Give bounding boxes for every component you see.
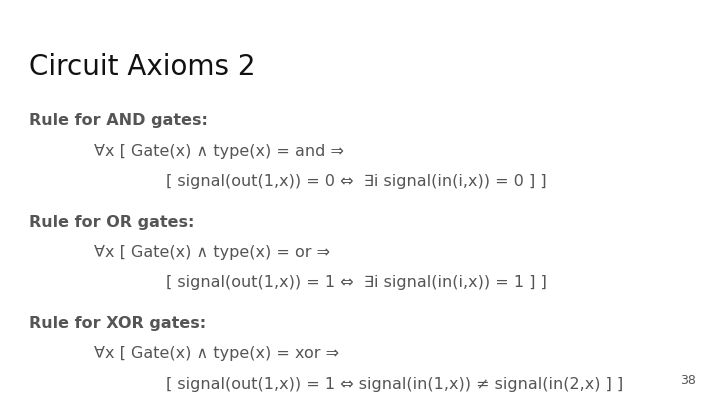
Text: [ signal(out(1,x)) = 1 ⇔  ∃i signal(in(i,x)) = 1 ] ]: [ signal(out(1,x)) = 1 ⇔ ∃i signal(in(i,…	[166, 275, 546, 290]
Text: ∀x [ Gate(x) ∧ type(x) = and ⇒: ∀x [ Gate(x) ∧ type(x) = and ⇒	[94, 144, 343, 159]
Text: [ signal(out(1,x)) = 0 ⇔  ∃i signal(in(i,x)) = 0 ] ]: [ signal(out(1,x)) = 0 ⇔ ∃i signal(in(i,…	[166, 174, 546, 189]
Text: Rule for OR gates:: Rule for OR gates:	[29, 215, 194, 230]
Text: [ signal(out(1,x)) = 1 ⇔ signal(in(1,x)) ≠ signal(in(2,x) ] ]: [ signal(out(1,x)) = 1 ⇔ signal(in(1,x))…	[166, 377, 623, 392]
Text: ∀x [ Gate(x) ∧ type(x) = xor ⇒: ∀x [ Gate(x) ∧ type(x) = xor ⇒	[94, 346, 338, 361]
Text: Circuit Axioms 2: Circuit Axioms 2	[29, 53, 256, 81]
Text: Rule for XOR gates:: Rule for XOR gates:	[29, 316, 206, 331]
Text: ∀x [ Gate(x) ∧ type(x) = or ⇒: ∀x [ Gate(x) ∧ type(x) = or ⇒	[94, 245, 330, 260]
Text: 38: 38	[680, 374, 696, 387]
Text: Rule for AND gates:: Rule for AND gates:	[29, 113, 207, 128]
